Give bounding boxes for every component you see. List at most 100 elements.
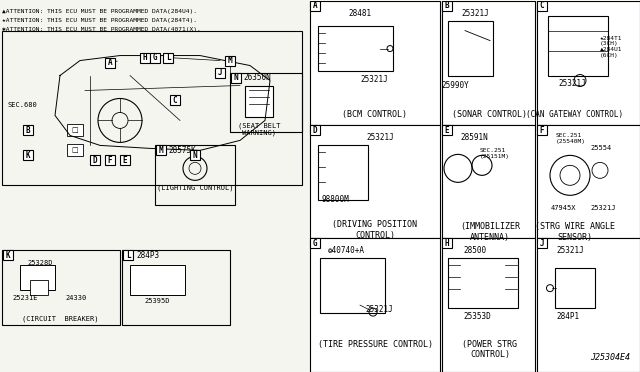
Bar xyxy=(23,125,33,135)
Text: H: H xyxy=(445,239,449,248)
Bar xyxy=(2,31,302,185)
Text: ★284T1
(3CH)
▲284U1
(6CH): ★284T1 (3CH) ▲284U1 (6CH) xyxy=(600,36,623,58)
Bar xyxy=(156,145,166,155)
Text: (TIRE PRESSURE CONTROL): (TIRE PRESSURE CONTROL) xyxy=(317,340,433,349)
Bar xyxy=(537,1,547,11)
Text: 98800M: 98800M xyxy=(321,195,349,204)
Text: E: E xyxy=(445,126,449,135)
Text: 47945X: 47945X xyxy=(551,205,577,211)
Bar xyxy=(442,238,535,372)
Bar xyxy=(448,258,518,308)
Text: D: D xyxy=(93,156,97,165)
Text: 284P1: 284P1 xyxy=(556,312,579,321)
Bar xyxy=(442,238,452,248)
Text: 25231E: 25231E xyxy=(12,295,38,301)
Text: (POWER STRG
CONTROL): (POWER STRG CONTROL) xyxy=(463,340,518,359)
Text: N: N xyxy=(234,73,238,82)
Text: 28481: 28481 xyxy=(348,9,372,17)
Text: C: C xyxy=(173,96,177,105)
Bar xyxy=(2,250,120,325)
Text: 25554: 25554 xyxy=(590,145,611,151)
Text: L: L xyxy=(166,53,170,62)
Bar xyxy=(537,125,547,135)
Text: K: K xyxy=(26,151,30,160)
Bar xyxy=(310,1,320,11)
Text: H: H xyxy=(143,53,147,62)
Bar xyxy=(123,250,133,260)
Bar xyxy=(245,86,273,118)
Text: F: F xyxy=(108,156,112,165)
Text: L: L xyxy=(125,251,131,260)
Text: 25321J: 25321J xyxy=(365,305,393,314)
Bar xyxy=(310,238,440,372)
Text: SEC.251
(25540M): SEC.251 (25540M) xyxy=(556,134,586,144)
Text: (CAN GATEWAY CONTROL): (CAN GATEWAY CONTROL) xyxy=(527,110,623,119)
Text: 25321J: 25321J xyxy=(360,74,388,84)
Bar xyxy=(310,125,320,135)
Text: 25328D: 25328D xyxy=(28,260,52,266)
Text: A: A xyxy=(108,58,112,67)
Bar xyxy=(310,125,440,238)
Bar xyxy=(442,125,535,238)
Text: 25321J: 25321J xyxy=(558,78,586,87)
Text: 25321J: 25321J xyxy=(556,246,584,255)
Text: ★ATTENTION: THIS ECU MUST BE PROGRAMMED DATA(284T4).: ★ATTENTION: THIS ECU MUST BE PROGRAMMED … xyxy=(2,17,197,23)
Bar xyxy=(150,52,160,62)
Text: 25321J: 25321J xyxy=(461,9,489,17)
Text: K: K xyxy=(6,251,10,260)
Bar xyxy=(442,125,452,135)
Text: ▲ATTENTION: THIS ECU MUST BE PROGRAMMED DATA(284U4).: ▲ATTENTION: THIS ECU MUST BE PROGRAMMED … xyxy=(2,9,197,14)
Bar xyxy=(537,1,640,125)
Text: SEC.680: SEC.680 xyxy=(8,102,38,109)
Text: 24330: 24330 xyxy=(65,295,86,301)
Text: 28591N: 28591N xyxy=(460,134,488,142)
Bar xyxy=(215,68,225,77)
Text: 25395D: 25395D xyxy=(144,298,170,304)
Text: F: F xyxy=(540,126,544,135)
Text: 28500: 28500 xyxy=(463,246,486,255)
Text: (DRIVING POSITION
CONTROL): (DRIVING POSITION CONTROL) xyxy=(333,220,417,240)
Bar xyxy=(130,265,185,295)
Text: A: A xyxy=(313,1,317,10)
Text: B: B xyxy=(445,1,449,10)
Bar xyxy=(67,124,83,137)
Text: ❂40740+A: ❂40740+A xyxy=(328,246,365,255)
Bar xyxy=(310,238,320,248)
Text: (SEAT BELT
WARNING): (SEAT BELT WARNING) xyxy=(237,122,280,137)
Text: C: C xyxy=(540,1,544,10)
Text: (IMMOBILIZER
ANTENNA): (IMMOBILIZER ANTENNA) xyxy=(460,222,520,242)
Bar xyxy=(537,238,547,248)
Text: 25353D: 25353D xyxy=(463,312,491,321)
Bar xyxy=(537,238,640,372)
Text: E: E xyxy=(123,156,127,165)
Bar xyxy=(20,265,55,290)
Text: N: N xyxy=(193,151,197,160)
Bar xyxy=(190,150,200,160)
Bar xyxy=(442,1,535,125)
Bar xyxy=(67,144,83,156)
Text: □: □ xyxy=(72,128,78,134)
Text: M: M xyxy=(159,146,163,155)
Bar xyxy=(231,73,241,83)
Bar xyxy=(318,145,368,200)
Text: J: J xyxy=(540,239,544,248)
Bar xyxy=(230,73,302,132)
Text: (STRG WIRE ANGLE
SENSOR): (STRG WIRE ANGLE SENSOR) xyxy=(535,222,615,242)
Text: (BCM CONTROL): (BCM CONTROL) xyxy=(342,110,408,119)
Text: 28575K: 28575K xyxy=(168,146,196,155)
Bar xyxy=(3,250,13,260)
Bar xyxy=(318,26,393,71)
Bar xyxy=(155,145,235,205)
Text: 284P3: 284P3 xyxy=(136,251,159,260)
Text: B: B xyxy=(26,126,30,135)
Bar xyxy=(140,52,150,62)
Bar xyxy=(120,155,130,166)
Bar xyxy=(30,280,48,295)
Bar xyxy=(225,55,235,65)
Text: M: M xyxy=(228,56,232,65)
Text: (LIGHTING CONTROL): (LIGHTING CONTROL) xyxy=(157,185,233,191)
Bar xyxy=(442,1,452,11)
Text: 25990Y: 25990Y xyxy=(441,80,469,90)
Bar xyxy=(320,258,385,313)
Text: G: G xyxy=(153,53,157,62)
